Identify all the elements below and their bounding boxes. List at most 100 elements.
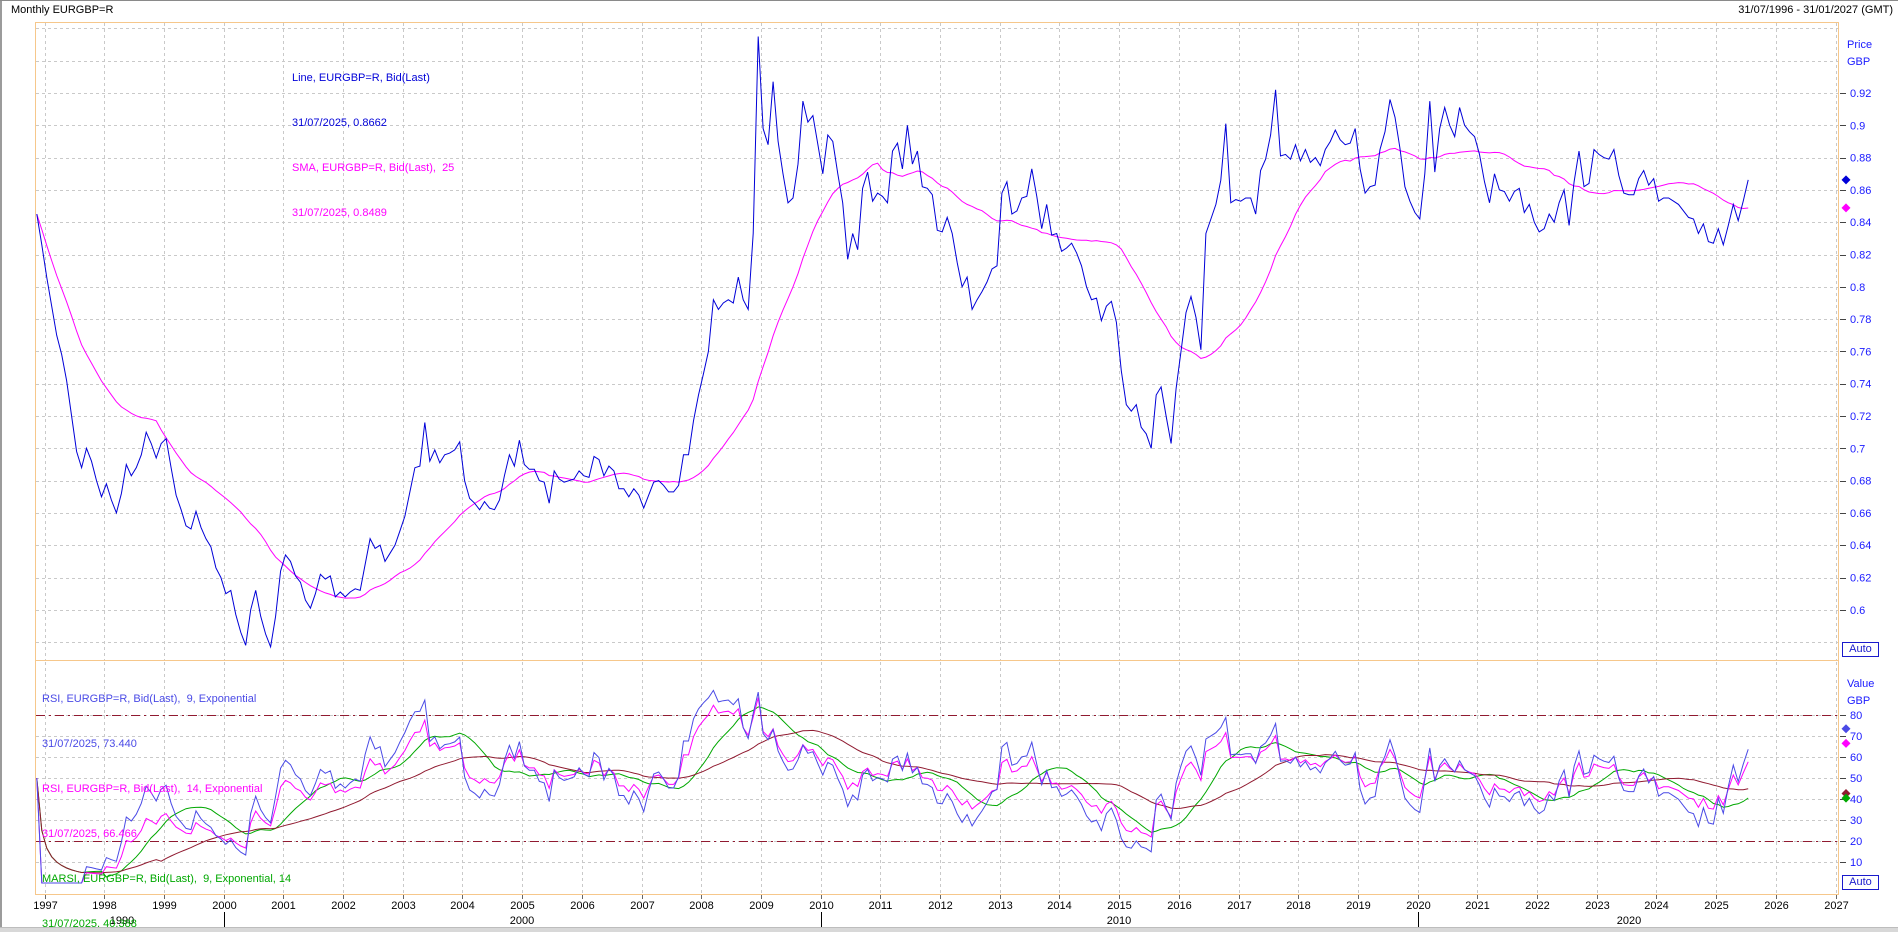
legend-rsi9-label: RSI, EURGBP=R, Bid(Last), 9, Exponential — [42, 693, 257, 705]
last-value-marker — [1841, 724, 1851, 734]
svg-text:2017: 2017 — [1227, 900, 1251, 912]
svg-text:2008: 2008 — [689, 900, 713, 912]
last-value-marker — [1841, 738, 1851, 748]
legend-rsi9-value: 31/07/2025, 73.440 — [42, 738, 137, 750]
svg-text:80: 80 — [1850, 710, 1862, 722]
svg-text:2022: 2022 — [1525, 900, 1549, 912]
last-value-marker — [1841, 203, 1851, 213]
svg-text:2014: 2014 — [1047, 900, 1071, 912]
svg-text:2018: 2018 — [1286, 900, 1310, 912]
svg-text:2026: 2026 — [1764, 900, 1788, 912]
svg-text:0.72: 0.72 — [1850, 411, 1871, 423]
svg-text:2020: 2020 — [1406, 900, 1430, 912]
svg-text:2010: 2010 — [809, 900, 833, 912]
value-axis-title: Value GBP — [1847, 678, 1875, 707]
svg-text:0.62: 0.62 — [1850, 573, 1871, 585]
date-range-label: 31/07/1996 - 31/01/2027 (GMT) — [1738, 4, 1893, 16]
rsi-level-lines — [36, 715, 1838, 842]
svg-text:2012: 2012 — [928, 900, 952, 912]
svg-text:0.78: 0.78 — [1850, 314, 1871, 326]
legend-sma-label: SMA, EURGBP=R, Bid(Last), 25 — [292, 162, 455, 174]
legend-marsi9-label: MARSI, EURGBP=R, Bid(Last), 9, Exponenti… — [42, 873, 292, 885]
svg-text:2007: 2007 — [630, 900, 654, 912]
legend-rsi14-label: RSI, EURGBP=R, Bid(Last), 14, Exponentia… — [42, 783, 263, 795]
svg-text:2010: 2010 — [1107, 915, 1131, 927]
svg-text:60: 60 — [1850, 752, 1862, 764]
svg-text:2019: 2019 — [1346, 900, 1370, 912]
rsi-slow-line — [36, 697, 1749, 884]
window-left-edge — [0, 1, 2, 932]
svg-text:2011: 2011 — [869, 900, 893, 912]
price-auto-button[interactable]: Auto — [1842, 642, 1879, 657]
svg-text:2021: 2021 — [1465, 900, 1489, 912]
svg-text:2002: 2002 — [331, 900, 355, 912]
rsi-fast-line — [36, 689, 1749, 884]
svg-text:2005: 2005 — [510, 900, 534, 912]
svg-text:2013: 2013 — [988, 900, 1012, 912]
rsi-legend: RSI, EURGBP=R, Bid(Last), 9, Exponential… — [42, 662, 297, 932]
svg-text:2009: 2009 — [749, 900, 773, 912]
svg-text:10: 10 — [1850, 857, 1862, 869]
window-bottom-strip — [0, 927, 1898, 932]
svg-text:0.64: 0.64 — [1850, 540, 1871, 552]
svg-text:2015: 2015 — [1107, 900, 1131, 912]
marsi-fast-line — [36, 706, 1749, 878]
svg-text:0.6: 0.6 — [1850, 605, 1865, 617]
svg-text:2006: 2006 — [570, 900, 594, 912]
price-line — [36, 36, 1749, 649]
svg-text:20: 20 — [1850, 836, 1862, 848]
price-legend: Line, EURGBP=R, Bid(Last) 31/07/2025, 0.… — [292, 41, 454, 251]
svg-text:2025: 2025 — [1704, 900, 1728, 912]
svg-text:2001: 2001 — [271, 900, 295, 912]
svg-text:2023: 2023 — [1585, 900, 1609, 912]
svg-text:70: 70 — [1850, 731, 1862, 743]
svg-text:0.88: 0.88 — [1850, 153, 1871, 165]
svg-text:30: 30 — [1850, 815, 1862, 827]
last-value-marker — [1841, 175, 1851, 185]
svg-text:2000: 2000 — [510, 915, 534, 927]
svg-text:50: 50 — [1850, 773, 1862, 785]
svg-text:2024: 2024 — [1644, 900, 1668, 912]
legend-sma-value: 31/07/2025, 0.8489 — [292, 207, 387, 219]
x-axis: 1997 1998 1999 2000 2001 2002 2003 2004 2005 2006… — [33, 895, 1849, 927]
sma-line — [36, 147, 1749, 599]
value-axis-ticks: 80 70 60 50 40 30 20 10 — [1840, 710, 1862, 869]
svg-text:2000: 2000 — [212, 900, 236, 912]
svg-text:1990: 1990 — [110, 915, 134, 927]
chart-title: Monthly EURGBP=R — [11, 4, 114, 16]
svg-text:0.92: 0.92 — [1850, 88, 1871, 100]
svg-text:0.9: 0.9 — [1850, 120, 1865, 132]
svg-text:2016: 2016 — [1167, 900, 1191, 912]
panel-borders — [35, 22, 1839, 895]
svg-text:0.86: 0.86 — [1850, 185, 1871, 197]
rsi-auto-button[interactable]: Auto — [1842, 875, 1879, 890]
svg-text:1997: 1997 — [33, 900, 57, 912]
price-markers — [1841, 175, 1851, 213]
price-axis-title: Price GBP — [1847, 39, 1873, 68]
legend-rsi14-value: 31/07/2025, 66.466 — [42, 828, 137, 840]
last-value-marker — [1841, 789, 1851, 799]
legend-line-label: Line, EURGBP=R, Bid(Last) — [292, 72, 430, 84]
svg-text:0.82: 0.82 — [1850, 250, 1871, 262]
svg-text:0.74: 0.74 — [1850, 379, 1871, 391]
svg-text:2003: 2003 — [391, 900, 415, 912]
price-series-group — [36, 36, 1749, 649]
svg-text:40: 40 — [1850, 794, 1862, 806]
svg-text:0.68: 0.68 — [1850, 476, 1871, 488]
price-axis-ticks: 0.92 0.9 0.88 0.86 0.84 0.82 0.8 0.78 0.76 0.74 0.… — [1840, 88, 1871, 617]
rsi-series-group — [36, 689, 1749, 884]
svg-text:1998: 1998 — [92, 900, 116, 912]
svg-text:2020: 2020 — [1617, 915, 1641, 927]
svg-text:2027: 2027 — [1824, 900, 1848, 912]
svg-text:0.76: 0.76 — [1850, 346, 1871, 358]
svg-text:0.84: 0.84 — [1850, 217, 1871, 229]
last-value-marker — [1841, 793, 1851, 803]
rsi-markers — [1841, 724, 1851, 803]
svg-text:2004: 2004 — [450, 900, 474, 912]
svg-text:0.7: 0.7 — [1850, 443, 1865, 455]
svg-text:0.66: 0.66 — [1850, 508, 1871, 520]
svg-text:0.8: 0.8 — [1850, 282, 1865, 294]
svg-text:1999: 1999 — [152, 900, 176, 912]
